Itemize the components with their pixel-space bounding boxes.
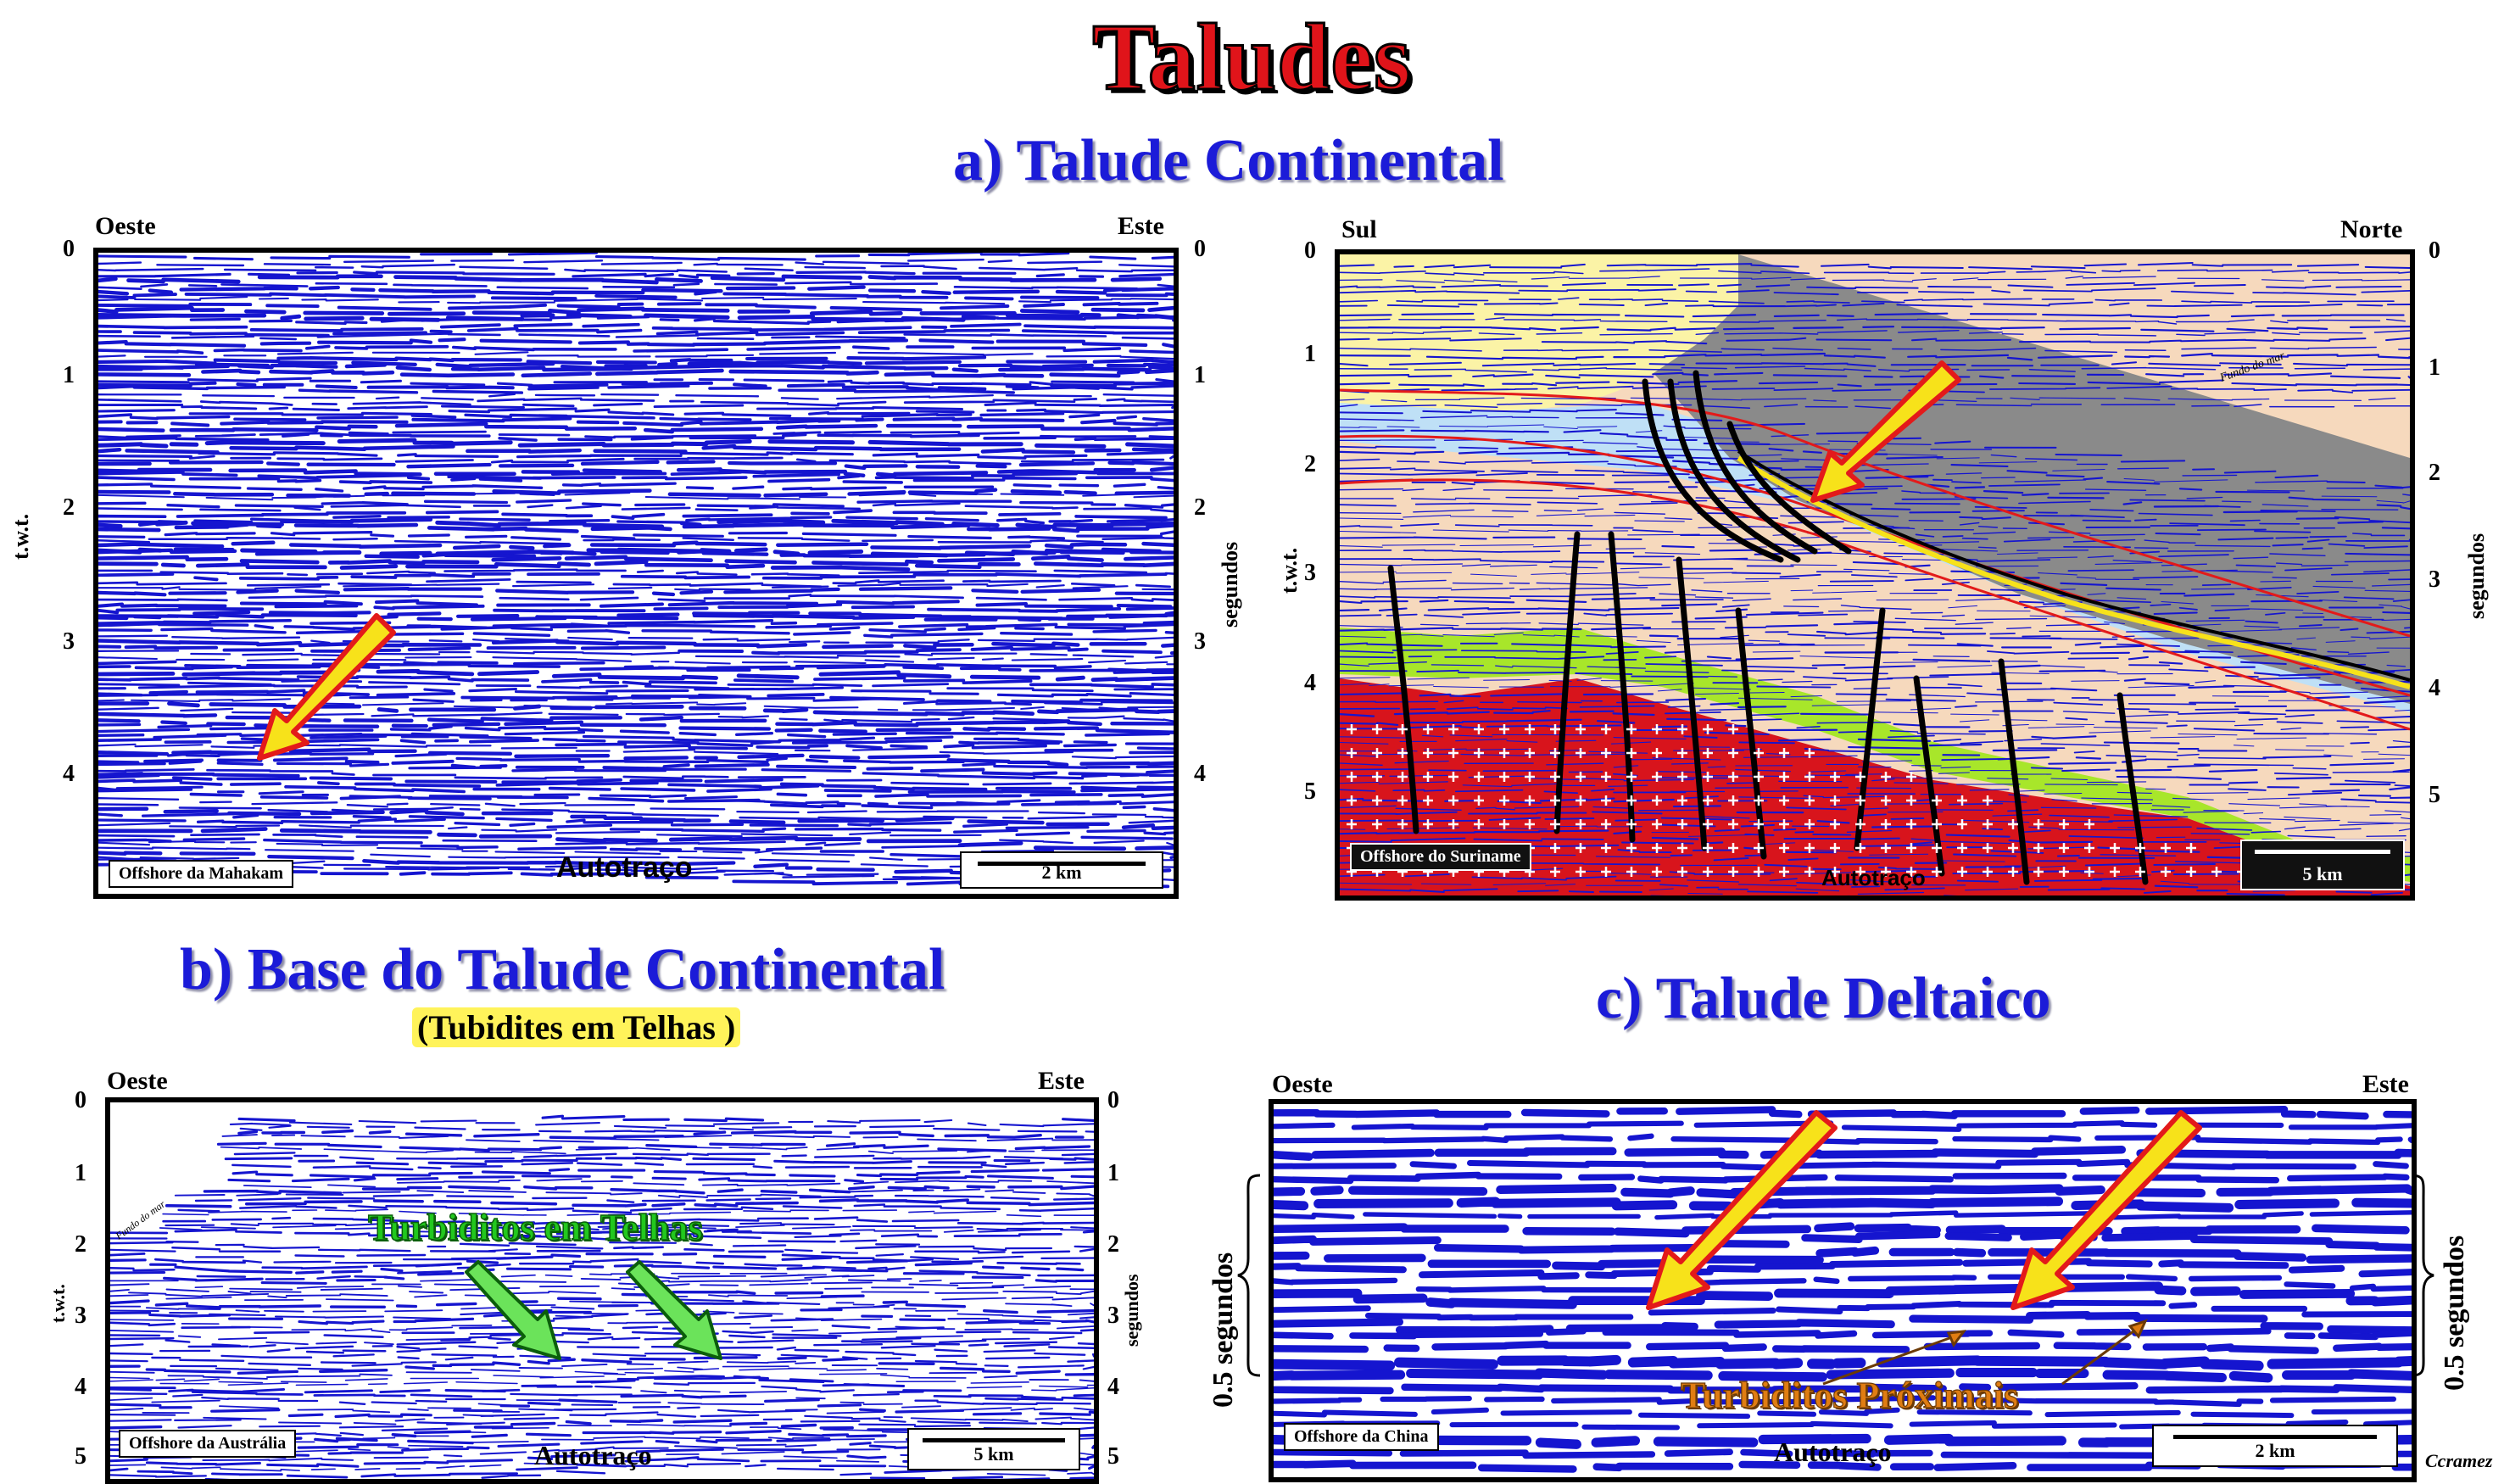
suriname-right-axis-label: segundos — [2464, 533, 2489, 619]
mahakam-scale-bar: 2 km — [960, 851, 1163, 889]
section-c-title: c) Talude Deltaico — [1596, 966, 2051, 1031]
mahakam-scale-label: 2 km — [1041, 862, 1082, 883]
suriname-location-label: Offshore do Suriname — [1350, 843, 1531, 871]
suriname-right-tick-2: 2 — [2429, 460, 2440, 486]
china-seismic-image — [1274, 1106, 2412, 1473]
china-right-axis-label: 0.5 segundos — [2439, 1235, 2470, 1391]
section-a-title: a) Talude Continental — [953, 128, 1504, 193]
australia-left-tick-0: 0 — [75, 1087, 86, 1113]
red-yellow-arrow-icon — [257, 613, 396, 761]
australia-right-tick-1: 1 — [1107, 1160, 1119, 1186]
suriname-left-tick-1: 1 — [1304, 341, 1316, 367]
suriname-left-tick-2: 2 — [1304, 451, 1316, 477]
basement-cross-markers — [1347, 724, 2298, 877]
section-b-title: b) Base do Talude Continental — [180, 937, 945, 1002]
suriname-credit: Autotraço — [1821, 865, 1926, 890]
red-yellow-arrow-icon — [1810, 360, 1961, 503]
china-left-axis-label: 0.5 segundos — [1207, 1252, 1239, 1408]
suriname-interpreted-panel: Fundo do mar Offshore do Suriname Autotr… — [1335, 249, 2415, 901]
china-west-label: Oeste — [1272, 1070, 1333, 1098]
suriname-north-label: Norte — [2340, 215, 2403, 243]
suriname-scale-bar: 5 km — [2240, 840, 2405, 890]
australia-scale-label: 5 km — [973, 1443, 1014, 1464]
mahakam-left-tick-3: 3 — [63, 628, 75, 655]
australia-left-tick-3: 3 — [75, 1303, 86, 1329]
mahakam-credit: Autotraço — [556, 851, 693, 884]
australia-credit: Autotraço — [534, 1440, 652, 1470]
australia-location-label: Offshore da Austrália — [119, 1430, 297, 1458]
china-scale-label: 2 km — [2255, 1440, 2295, 1461]
suriname-right-tick-4: 4 — [2429, 675, 2440, 701]
orange-arrow-icon — [1822, 1319, 2148, 1386]
suriname-right-tick-1: 1 — [2429, 354, 2440, 381]
china-reflectors — [1274, 1106, 2412, 1473]
mahakam-right-axis-label: segundos — [1218, 541, 1242, 628]
mahakam-west-label: Oeste — [95, 212, 156, 240]
australia-left-tick-2: 2 — [75, 1231, 86, 1258]
australia-seismic-panel: Fundo do mar Turbiditos em Telhas Offsho… — [105, 1097, 1099, 1484]
australia-left-tick-4: 4 — [75, 1374, 86, 1400]
china-credit: Autotraço — [1774, 1437, 1892, 1467]
suriname-interpretation-image: Fundo do mar — [1340, 254, 2410, 895]
suriname-left-tick-0: 0 — [1304, 237, 1316, 264]
mahakam-right-tick-2: 2 — [1194, 494, 1206, 521]
australia-right-tick-4: 4 — [1107, 1374, 1119, 1400]
australia-right-tick-3: 3 — [1107, 1303, 1119, 1329]
mahakam-location-label: Offshore da Mahakam — [109, 860, 294, 888]
mahakam-seismic-panel: Offshore da Mahakam Autotraço 2 km — [93, 248, 1179, 899]
mahakam-left-tick-1: 1 — [63, 362, 75, 388]
australia-turbidite-annotation: Turbiditos em Telhas — [367, 1206, 703, 1249]
suriname-right-tick-3: 3 — [2429, 566, 2440, 593]
australia-scale-bar: 5 km — [907, 1428, 1080, 1470]
mahakam-right-tick-0: 0 — [1194, 236, 1206, 262]
mahakam-reflectors — [98, 253, 1174, 889]
section-b-subtitle: (Tubidites em Telhas ) — [412, 1007, 741, 1047]
china-seismic-panel: Turbiditos Próximais Offshore da China A… — [1269, 1099, 2417, 1482]
australia-left-tick-1: 1 — [75, 1160, 86, 1186]
australia-left-axis-label: t.w.t. — [47, 1284, 69, 1323]
australia-right-tick-0: 0 — [1107, 1087, 1119, 1113]
mahakam-seismic-image — [98, 253, 1174, 889]
mahakam-left-tick-4: 4 — [63, 761, 75, 787]
china-location-label: Offshore da China — [1284, 1423, 1439, 1451]
suriname-left-tick-3: 3 — [1304, 560, 1316, 586]
mahakam-left-tick-0: 0 — [63, 236, 75, 262]
mahakam-east-label: Este — [1118, 212, 1164, 240]
suriname-south-label: Sul — [1341, 215, 1377, 243]
australia-right-tick-2: 2 — [1107, 1231, 1119, 1258]
suriname-right-tick-5: 5 — [2429, 782, 2440, 808]
china-scale-bar: 2 km — [2152, 1425, 2398, 1467]
australia-right-tick-5: 5 — [1107, 1443, 1119, 1470]
china-turbidite-annotation: Turbiditos Próximais — [1680, 1374, 2019, 1416]
author-credit: Ccramez — [2425, 1450, 2493, 1471]
china-left-brace-icon — [1236, 1174, 1262, 1377]
suriname-scale-label: 5 km — [2302, 863, 2343, 884]
australia-seismic-image: Fundo do mar — [110, 1114, 1094, 1479]
red-yellow-arrow-icon — [1646, 1110, 2202, 1310]
suriname-left-tick-4: 4 — [1304, 670, 1316, 696]
china-right-brace-icon — [2410, 1174, 2435, 1377]
australia-reflectors — [110, 1114, 1094, 1479]
mahakam-right-tick-4: 4 — [1194, 761, 1206, 787]
australia-west-label: Oeste — [107, 1067, 168, 1095]
green-arrow-icon — [465, 1260, 722, 1360]
mahakam-right-tick-3: 3 — [1194, 628, 1206, 655]
suriname-left-tick-5: 5 — [1304, 778, 1316, 805]
china-east-label: Este — [2362, 1070, 2409, 1098]
mahakam-left-tick-2: 2 — [63, 494, 75, 521]
suriname-right-tick-0: 0 — [2429, 237, 2440, 264]
australia-east-label: Este — [1038, 1067, 1085, 1095]
australia-seafloor-label: Fundo do mar — [113, 1198, 168, 1242]
page-title: Taludes — [1091, 4, 1412, 112]
mahakam-left-axis-label: t.w.t. — [8, 513, 33, 560]
mahakam-right-tick-1: 1 — [1194, 362, 1206, 388]
suriname-left-axis-label: t.w.t. — [1277, 547, 1302, 594]
australia-right-axis-label: segundos — [1121, 1274, 1142, 1347]
australia-left-tick-5: 5 — [75, 1443, 86, 1470]
